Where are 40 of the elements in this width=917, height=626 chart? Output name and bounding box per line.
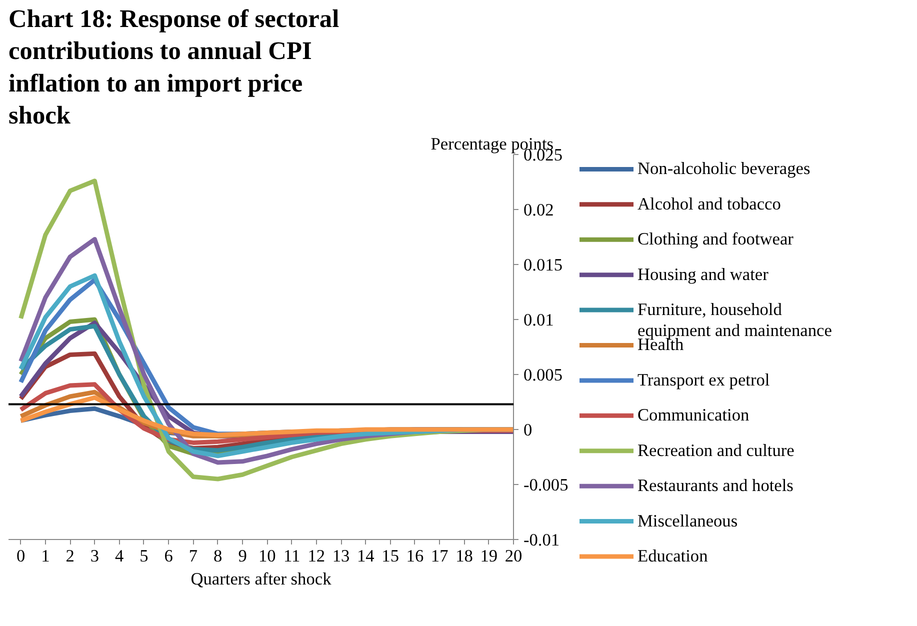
x-tick-label: 18 xyxy=(456,546,473,566)
x-tick-label: 13 xyxy=(332,546,350,566)
x-tick-label: 3 xyxy=(90,546,100,566)
x-tick-label: 2 xyxy=(66,546,74,566)
legend-label: Clothing and footwear xyxy=(638,230,794,249)
x-tick-label: 19 xyxy=(480,546,498,566)
x-tick-label: 11 xyxy=(283,546,300,566)
legend-label: Miscellaneous xyxy=(638,511,738,530)
legend-label: Recreation and culture xyxy=(638,440,795,460)
x-tick-label: 10 xyxy=(258,546,276,566)
x-tick-label: 4 xyxy=(115,546,124,566)
x-tick-label: 20 xyxy=(504,546,522,566)
x-tick-label: 0 xyxy=(16,546,26,566)
x-tick-label: 7 xyxy=(188,546,198,566)
x-tick-label: 1 xyxy=(41,546,50,566)
legend-label: Restaurants and hotels xyxy=(638,476,794,496)
y-tick-label: 0.01 xyxy=(524,310,554,330)
legend-label: Housing and water xyxy=(638,264,769,284)
legend-label: Communication xyxy=(638,406,750,425)
legend-label: Alcohol and tobacco xyxy=(638,194,781,214)
legend-label: Transport ex petrol xyxy=(638,370,770,390)
y-tick-label: 0 xyxy=(524,420,532,440)
x-tick-label: 6 xyxy=(164,546,174,566)
x-axis-title: Quarters after shock xyxy=(190,570,332,588)
x-tick-label: 14 xyxy=(357,546,375,566)
x-tick-label: 15 xyxy=(382,546,399,566)
y-tick-label: 0.02 xyxy=(524,200,554,220)
y-tick-label: -0.01 xyxy=(524,530,560,550)
x-tick-label: 17 xyxy=(430,546,449,566)
y-tick-label: 0.015 xyxy=(524,256,562,274)
x-tick-label: 8 xyxy=(214,546,222,566)
x-tick-label: 9 xyxy=(238,546,247,566)
chart-title: Chart 18: Response of sectoral contributions to annual CPI inflation to an import price shock xyxy=(8,4,340,130)
legend-label: Non-alcoholic beverages xyxy=(638,159,810,178)
x-tick-label: 12 xyxy=(308,546,326,566)
legend-label: Education xyxy=(638,546,708,566)
y-tick-label: -0.005 xyxy=(524,476,568,494)
y-tick-label: 0.005 xyxy=(524,366,562,384)
x-tick-label: 5 xyxy=(140,546,148,566)
x-tick-label: 16 xyxy=(406,546,424,566)
